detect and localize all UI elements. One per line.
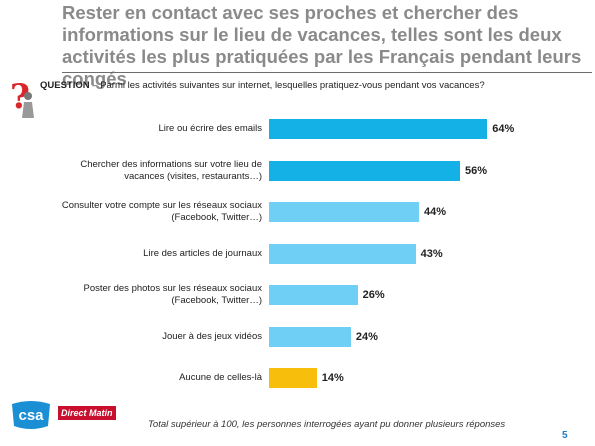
- bar: [269, 160, 460, 181]
- category-label: Jouer à des jeux vidéos: [162, 330, 262, 342]
- csa-logo-text: csa: [18, 407, 44, 424]
- category-label: Lire ou écrire des emails: [158, 123, 263, 134]
- bar: [269, 326, 351, 347]
- page-number: 5: [562, 430, 568, 441]
- value-label: 44%: [424, 206, 447, 218]
- bar: [269, 119, 488, 139]
- value-label: 43%: [420, 247, 443, 260]
- question-text: – Parmi les activités suivantes sur inte…: [92, 80, 485, 91]
- question: QUESTION – Parmi les activités suivantes…: [40, 80, 485, 91]
- csa-logo: csa: [12, 401, 50, 429]
- value-label: 56%: [464, 164, 487, 177]
- bar: [269, 243, 416, 264]
- value-label: 26%: [362, 289, 385, 301]
- title: Rester en contact avec ses proches et ch…: [62, 2, 582, 89]
- question-icon: ?: [10, 78, 34, 118]
- value-label: 64%: [492, 123, 515, 135]
- value-label: 14%: [321, 372, 344, 384]
- category-label: Chercher des informations sur votre lieu…: [80, 158, 262, 182]
- title-rule: [62, 72, 592, 73]
- bar: [269, 368, 317, 388]
- category-label: Consulter votre compte sur les réseaux s…: [61, 200, 262, 223]
- question-label: QUESTION: [40, 80, 90, 91]
- direct-matin-logo: Direct Matin: [58, 406, 116, 420]
- value-label: 24%: [355, 330, 378, 343]
- bar: [269, 202, 420, 222]
- category-label: Aucune de celles-là: [179, 372, 262, 383]
- category-label: Poster des photos sur les réseaux sociau…: [83, 283, 262, 306]
- footnote: Total supérieur à 100, les personnes int…: [148, 419, 506, 430]
- bar: [269, 285, 358, 305]
- category-label: Lire des articles de journaux: [143, 247, 262, 259]
